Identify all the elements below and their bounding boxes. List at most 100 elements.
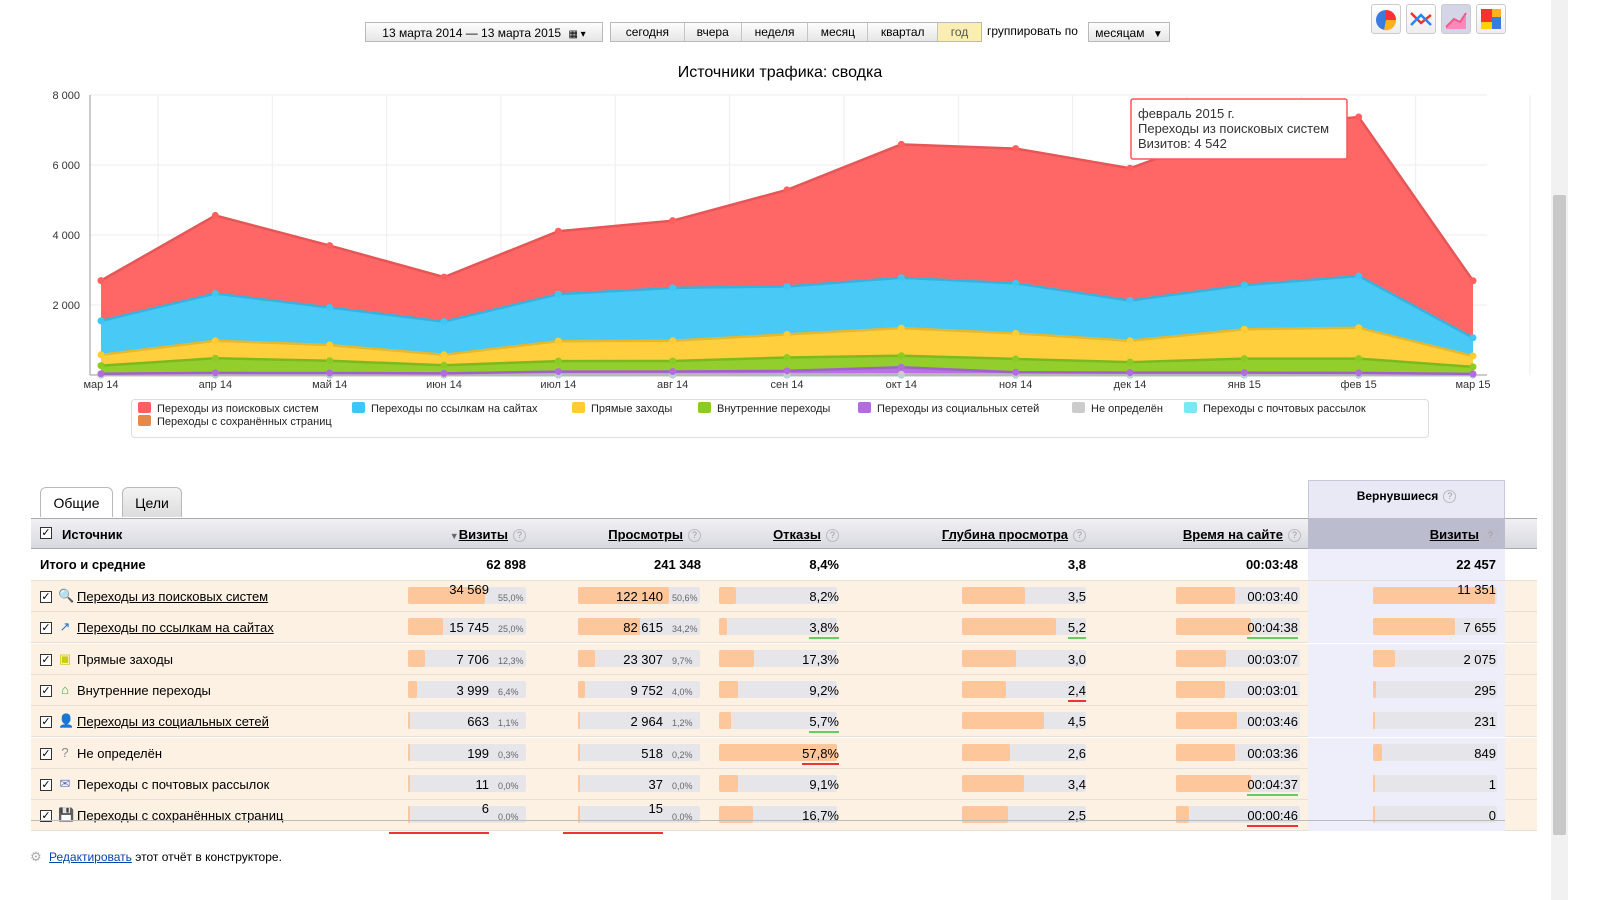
- row-checkbox[interactable]: ✓: [40, 810, 52, 823]
- col-views[interactable]: Просмотры?: [581, 519, 701, 550]
- data-point: [1012, 329, 1020, 337]
- returning-bar: [1373, 743, 1497, 761]
- data-point: [97, 317, 105, 325]
- legend-label: Не определён: [1091, 403, 1163, 415]
- data-point: [326, 357, 334, 365]
- period-year[interactable]: год: [938, 23, 981, 41]
- time-value: 00:00:46: [1198, 800, 1298, 832]
- legend-item[interactable]: Переходы из поисковых систем: [138, 402, 319, 416]
- group-by-value: месяцам: [1095, 26, 1145, 40]
- x-tick-label: июн 14: [426, 379, 462, 391]
- legend-swatch: [858, 402, 871, 413]
- data-point: [97, 351, 105, 359]
- x-tick-label: ноя 14: [999, 379, 1032, 391]
- question-icon: ?: [61, 744, 69, 760]
- data-point: [1355, 355, 1363, 363]
- returning-title: Вернувшиеся: [1356, 489, 1439, 503]
- data-point: [554, 357, 562, 365]
- period-month[interactable]: месяц: [808, 23, 869, 41]
- data-point: [897, 363, 905, 371]
- visits-bar: [408, 774, 526, 792]
- x-tick-label: фев 15: [1341, 379, 1377, 391]
- row-checkbox[interactable]: ✓: [40, 591, 52, 603]
- visits-percent: 6,4%: [498, 686, 519, 697]
- select-all-checkbox[interactable]: ✓: [40, 527, 52, 539]
- returning-value: 7 655: [1463, 620, 1496, 636]
- bounce-value: 57,8%: [739, 738, 839, 770]
- legend-label: Внутренние переходы: [717, 403, 831, 415]
- time-bar: [1176, 774, 1300, 792]
- col-visits[interactable]: ▼Визиты?: [446, 519, 526, 550]
- depth-value: 4,5: [1067, 714, 1086, 730]
- time-value: 00:03:01: [1247, 682, 1298, 698]
- legend-item[interactable]: Переходы с сохранённых страниц: [138, 415, 332, 429]
- period-selector: сегодня вчера неделя месяц квартал год: [610, 22, 982, 42]
- source-label: Переходы с почтовых рассылок: [77, 776, 270, 792]
- legend-item[interactable]: Переходы с почтовых рассылок: [1184, 402, 1366, 416]
- area-chart-icon[interactable]: [1441, 4, 1471, 34]
- depth-value: 3,4: [1067, 776, 1086, 792]
- visits-value: 199: [467, 745, 489, 761]
- row-checkbox[interactable]: ✓: [40, 778, 52, 791]
- tab-general[interactable]: Общие: [40, 487, 113, 517]
- legend-item[interactable]: Внутренние переходы: [698, 402, 830, 416]
- scrollbar[interactable]: [1551, 0, 1568, 900]
- pie-chart-icon[interactable]: [1371, 4, 1401, 34]
- source-label: Переходы с сохранённых страниц: [77, 808, 284, 824]
- col-depth[interactable]: Глубина просмотра?: [911, 519, 1086, 550]
- period-quarter[interactable]: квартал: [868, 23, 939, 41]
- x-tick-label: мар 14: [83, 379, 118, 391]
- bounce-bar: [719, 680, 837, 698]
- row-checkbox[interactable]: ✓: [40, 716, 52, 729]
- views-percent: 0,2%: [672, 749, 693, 760]
- source-label: Не определён: [77, 745, 163, 761]
- source-label[interactable]: Переходы из поисковых систем: [77, 589, 269, 604]
- legend-item[interactable]: Переходы из социальных сетей: [858, 402, 1039, 416]
- legend-item[interactable]: Переходы по ссылкам на сайтах: [352, 402, 537, 416]
- depth-bar: [962, 618, 1086, 636]
- date-range-picker[interactable]: 13 марта 2014 — 13 марта 2015 ▦ ▾: [365, 22, 603, 42]
- row-checkbox[interactable]: ✓: [40, 653, 52, 666]
- returning-bar: [1373, 712, 1497, 730]
- tab-goals[interactable]: Цели: [122, 487, 182, 517]
- data-point: [97, 277, 105, 285]
- views-value: 518: [641, 745, 663, 761]
- bounce-value: 9,1%: [809, 776, 839, 792]
- treemap-icon[interactable]: [1476, 4, 1506, 34]
- row-checkbox[interactable]: ✓: [40, 684, 52, 697]
- time-value: 00:03:46: [1247, 714, 1298, 730]
- col-returning-visits[interactable]: Визиты?: [1351, 519, 1497, 550]
- x-tick-label: авг 14: [657, 379, 688, 391]
- group-by-select[interactable]: месяцам ▼: [1088, 22, 1170, 42]
- edit-report-link[interactable]: Редактировать: [49, 850, 132, 864]
- views-bar: [578, 680, 700, 698]
- data-point: [1469, 363, 1477, 371]
- visits-value: 34 569: [389, 581, 489, 615]
- visits-value: 6: [389, 800, 489, 835]
- source-label[interactable]: Переходы по ссылкам на сайтах: [77, 620, 274, 636]
- views-percent: 9,7%: [672, 655, 693, 666]
- legend-item[interactable]: Прямые заходы: [572, 402, 672, 416]
- period-week[interactable]: неделя: [741, 23, 809, 41]
- area-series: [101, 275, 1473, 356]
- visits-percent: 0,0%: [498, 780, 519, 791]
- line-chart-icon[interactable]: [1406, 4, 1436, 34]
- period-today[interactable]: сегодня: [611, 23, 685, 41]
- row-checkbox[interactable]: ✓: [40, 622, 52, 635]
- totals-bounces: 8,4%: [809, 557, 839, 572]
- row-checkbox[interactable]: ✓: [40, 747, 52, 760]
- home-icon: ⌂: [61, 681, 69, 697]
- totals-views: 241 348: [654, 557, 701, 572]
- help-icon: ?: [1073, 529, 1086, 542]
- legend-item[interactable]: Не определён: [1072, 402, 1163, 416]
- source-label[interactable]: Переходы из социальных сетей: [77, 714, 269, 730]
- period-yesterday[interactable]: вчера: [684, 23, 742, 41]
- views-value: 15: [563, 800, 663, 835]
- data-point: [440, 318, 448, 326]
- table-bottom-line: [31, 820, 1505, 821]
- col-bounces[interactable]: Отказы?: [731, 519, 839, 550]
- help-icon[interactable]: ?: [1443, 490, 1457, 503]
- scrollbar-thumb[interactable]: [1553, 195, 1566, 835]
- col-time[interactable]: Время на сайте?: [1131, 519, 1301, 550]
- returning-value: 2 075: [1463, 651, 1496, 667]
